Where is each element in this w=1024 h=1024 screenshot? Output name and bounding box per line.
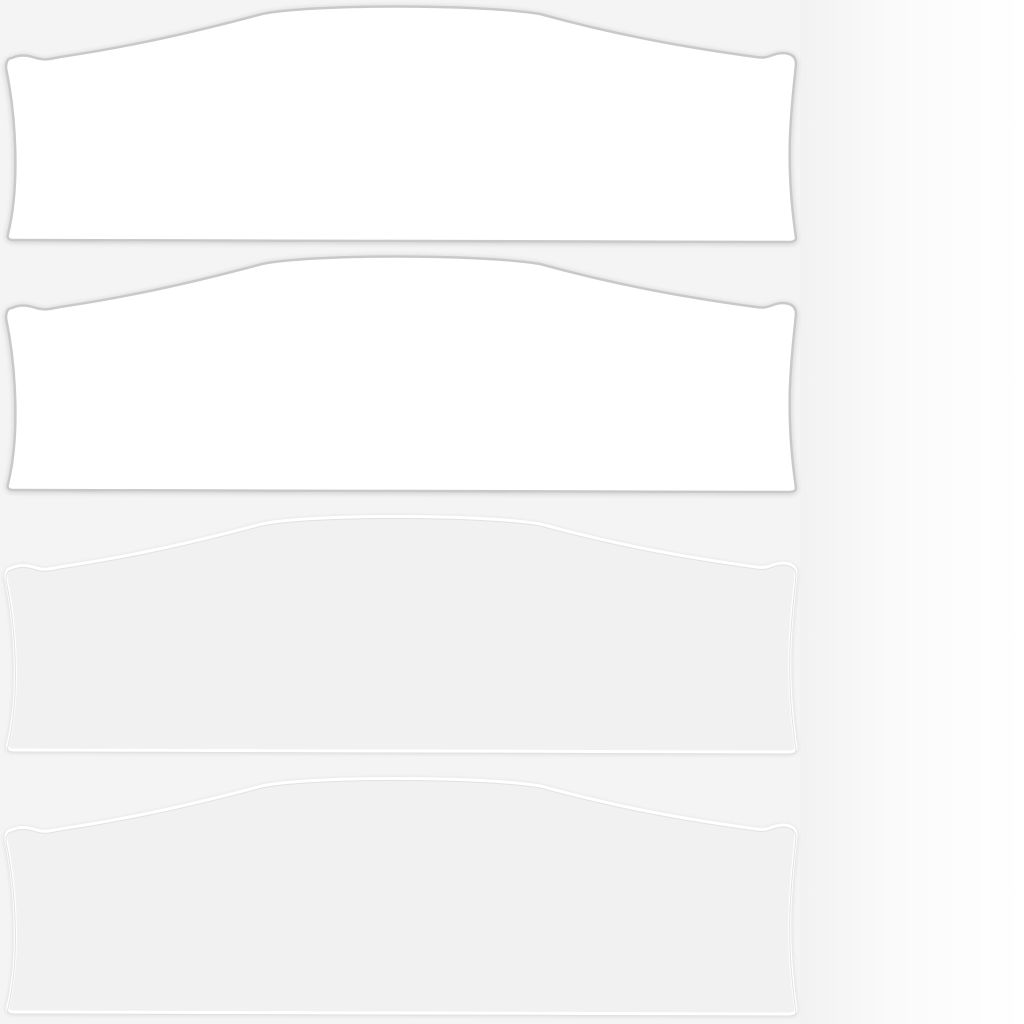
panel-frame-pressed [4,515,798,755]
panel-groove [5,780,797,1017]
sprite-margin [800,0,1024,1024]
panel-frame-normal [4,5,798,244]
panel-groove [5,518,797,755]
panel-outline [4,255,798,494]
panel-outline [4,777,798,1016]
panel-outline [4,5,798,244]
panel-frame-disabled [4,777,798,1017]
panel-frame-hover [4,255,798,494]
panel-outline [4,515,798,754]
